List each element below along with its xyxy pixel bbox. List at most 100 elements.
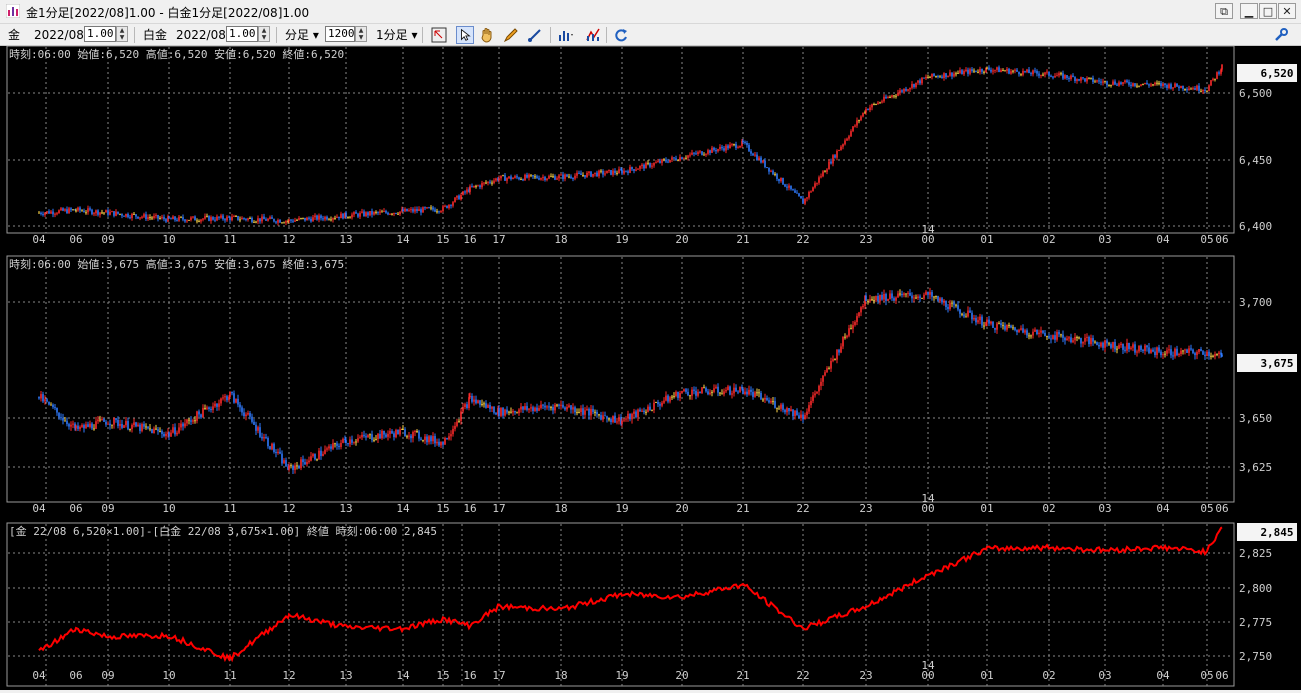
indicator-icon[interactable] [584, 26, 602, 44]
candle-body [412, 209, 414, 212]
candle-body [731, 144, 733, 146]
hand-icon[interactable] [478, 26, 496, 44]
minimize-button[interactable]: ▁ [1240, 3, 1258, 19]
candle-body [446, 205, 448, 208]
candle-body [697, 391, 699, 396]
ratio2-spinner[interactable]: ▲ ▼ [258, 26, 270, 42]
candle-body [294, 220, 296, 222]
candle-body [1060, 334, 1062, 336]
chart-area[interactable]: 時刻:06:00 始値:6,520 高値:6,520 安値:6,520 終値:6… [0, 45, 1301, 690]
candle-body [927, 291, 929, 295]
candle-body [1174, 83, 1176, 88]
candle-body [1108, 85, 1110, 87]
candle-body [578, 172, 580, 174]
candle-body [556, 178, 558, 180]
candle-body [1112, 341, 1114, 348]
month2-label: 2022/08 [176, 28, 226, 42]
ratio2-input[interactable]: 1.00 [226, 26, 258, 42]
settings-icon[interactable] [1272, 26, 1290, 44]
close-button[interactable]: ✕ [1278, 3, 1296, 19]
candle-body [275, 452, 277, 454]
x-tick-label: 16 [463, 669, 476, 682]
candle-body [1066, 338, 1068, 341]
candle-body [204, 216, 206, 219]
candle-body [60, 208, 62, 211]
candle-body [705, 387, 707, 392]
candle-body [516, 176, 518, 178]
candle-body [464, 404, 466, 408]
candle-body [1046, 71, 1048, 73]
candle-body [590, 171, 592, 177]
line-draw-icon[interactable] [526, 26, 544, 44]
bar-chart-icon[interactable] [556, 26, 574, 44]
candle-body [322, 218, 324, 220]
candle-body [933, 296, 935, 298]
candle-body [631, 167, 633, 170]
candle-body [91, 209, 93, 215]
candle-body [1076, 79, 1078, 82]
candle-body [957, 305, 959, 310]
count-spinner[interactable]: ▲ ▼ [355, 26, 367, 42]
candle-body [558, 404, 560, 406]
candle-body [97, 210, 99, 215]
candle-body [1190, 348, 1192, 350]
candle-body [744, 391, 746, 395]
candle-body [945, 300, 947, 307]
candle-body [578, 411, 580, 413]
refresh-icon[interactable] [612, 26, 630, 44]
candle-body [612, 415, 614, 423]
candle-body [283, 460, 285, 464]
candle-body [87, 424, 89, 427]
candle-body [729, 386, 731, 395]
candle-body [818, 385, 820, 392]
candle-body [693, 152, 695, 154]
candle-body [226, 216, 228, 221]
candle-body [988, 67, 990, 70]
candle-body [1204, 354, 1206, 357]
candle-body [125, 213, 127, 217]
candle-body [800, 414, 802, 418]
candle-body [202, 407, 204, 418]
ratio1-spinner[interactable]: ▲ ▼ [116, 26, 128, 42]
candle-body [612, 170, 614, 175]
candle-body [893, 298, 895, 301]
candle-body [703, 154, 705, 156]
candle-body [1186, 349, 1188, 353]
candle-body [497, 178, 499, 181]
candle-body [127, 421, 129, 430]
count-input[interactable]: 1200 [325, 26, 355, 42]
candle-body [414, 431, 416, 433]
pen-icon[interactable] [502, 26, 520, 44]
candle-body [371, 211, 373, 215]
candle-body [548, 406, 550, 408]
candle-body [1014, 327, 1016, 331]
x-tick-label: 17 [492, 233, 505, 246]
candle-body [965, 316, 967, 318]
interval-dropdown[interactable]: 1分足 ▾ [376, 28, 418, 42]
x-tick-label: 13 [339, 669, 352, 682]
candle-body [802, 414, 804, 420]
maximize-button[interactable]: □ [1259, 3, 1277, 19]
candle-body [977, 320, 979, 323]
candle-body [649, 406, 651, 411]
candle-body [935, 76, 937, 78]
candle-body [925, 291, 927, 295]
candle-body [1072, 75, 1074, 78]
x-tick-label: 13 [339, 502, 352, 515]
candle-body [850, 131, 852, 137]
candle-body [810, 191, 812, 193]
cursor-icon[interactable] [430, 26, 448, 44]
period-type-dropdown[interactable]: 分足 ▾ [285, 28, 319, 42]
gold-plot-frame [6, 45, 1235, 234]
candle-body [951, 302, 953, 304]
candle-body [504, 409, 506, 416]
restore-all-button[interactable]: ⧉ [1215, 3, 1233, 19]
chart-canvas[interactable]: 時刻:06:00 始値:6,520 高値:6,520 安値:6,520 終値:6… [0, 45, 1301, 690]
candle-body [432, 436, 434, 442]
ratio1-input[interactable]: 1.00 [84, 26, 116, 42]
candle-body [312, 454, 314, 457]
pointer-icon[interactable] [456, 26, 474, 44]
candle-body [1162, 83, 1164, 86]
candle-body [1134, 344, 1136, 353]
candle-body [458, 420, 460, 422]
